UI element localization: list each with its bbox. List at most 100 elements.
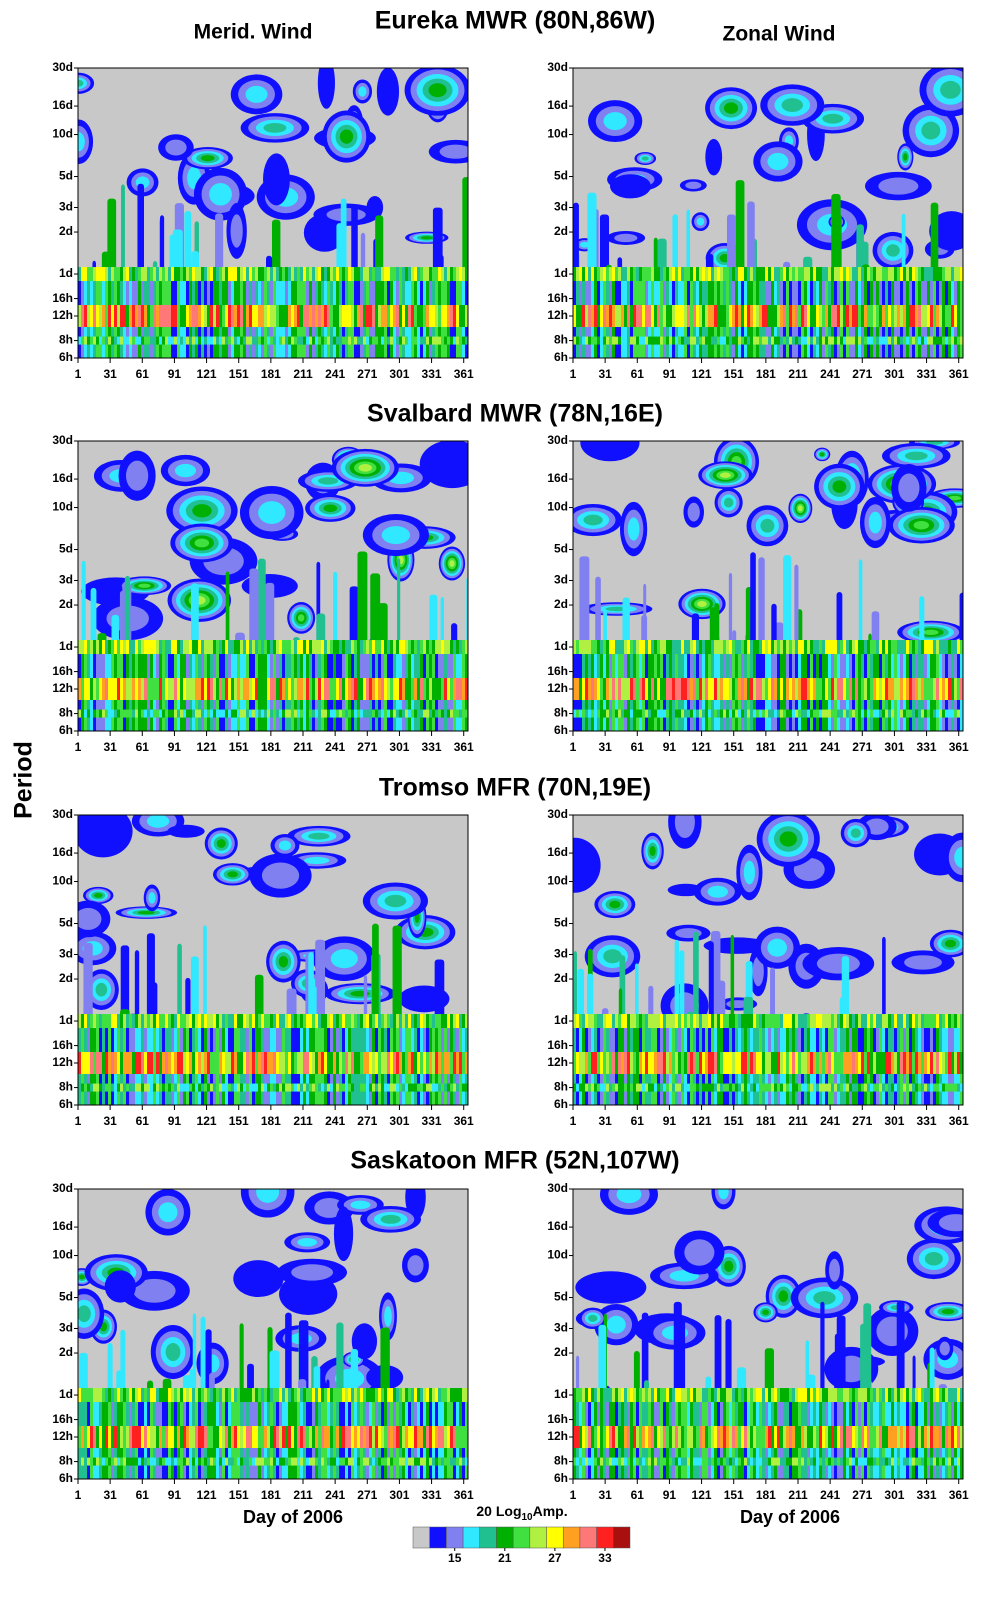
contour-fill [114, 1052, 117, 1074]
contour-fill [858, 337, 861, 345]
contour-fill [921, 1084, 924, 1092]
contour-fill [900, 640, 903, 654]
contour-fill [870, 678, 873, 700]
contour-fill [927, 267, 930, 281]
contour-fill [198, 1458, 201, 1466]
contour-fill [924, 305, 927, 327]
contour-fill [159, 337, 162, 345]
contour-fill [135, 640, 138, 654]
contour-fill [954, 678, 957, 700]
contour-fill [300, 1052, 303, 1074]
contour-fill [201, 305, 204, 327]
contour-fill [162, 337, 165, 345]
contour-fill [669, 267, 672, 281]
contour-fill [954, 640, 957, 654]
x-tick-label: 31 [103, 1488, 117, 1502]
contour-fill [726, 1014, 729, 1028]
contour-fill [726, 640, 729, 654]
contour-fill [138, 678, 141, 700]
contour-fill [219, 305, 222, 327]
contour-fill [135, 1014, 138, 1028]
contour-fill [444, 678, 447, 700]
contour-fill [627, 1014, 630, 1028]
contour-fill [198, 640, 201, 654]
contour-fill [942, 678, 945, 700]
contour-fill [390, 1458, 393, 1466]
contour-fill [420, 440, 485, 488]
contour-fill [834, 305, 837, 327]
contour-fill [684, 1084, 687, 1092]
contour-fill [132, 1388, 135, 1402]
contour-fill [940, 81, 961, 99]
contour-fill [594, 640, 597, 654]
contour-fill [870, 640, 873, 654]
contour-fill [411, 1388, 414, 1402]
contour-fill [246, 267, 249, 281]
contour-fill [351, 1014, 354, 1028]
contour-fill [234, 1084, 237, 1092]
contour-fill [630, 337, 633, 345]
contour-fill [279, 1388, 282, 1402]
x-tick-label: 211 [788, 367, 808, 381]
contour-fill [459, 710, 462, 718]
y-tick-label: 10d [547, 127, 568, 141]
contour-fill [201, 1014, 204, 1028]
contour-fill [402, 1084, 405, 1092]
contour-fill [834, 1052, 837, 1074]
y-tick-label: 8h [59, 333, 73, 347]
contour-fill [228, 710, 231, 718]
contour-fill [393, 1052, 396, 1074]
contour-fill [390, 1014, 393, 1028]
contour-fill [198, 267, 201, 281]
contour-fill [372, 1084, 375, 1092]
contour-fill [417, 1388, 420, 1402]
contour-fill [156, 1014, 159, 1028]
contour-fill [675, 337, 678, 345]
contour-fill [714, 1052, 717, 1074]
contour-fill [288, 1014, 291, 1028]
contour-fill [264, 678, 267, 700]
contour-fill [828, 640, 831, 654]
contour-fill [294, 1084, 297, 1092]
contour-fill [141, 678, 144, 700]
contour-fill [390, 710, 393, 718]
contour-fill [915, 337, 918, 345]
contour-fill [699, 1084, 702, 1092]
contour-fill [270, 1458, 273, 1466]
contour-fill [939, 1084, 942, 1092]
contour-fill [828, 1014, 831, 1028]
contour-fill [153, 337, 156, 345]
contour-fill [750, 678, 753, 700]
contour-fill [915, 640, 918, 654]
contour-fill [105, 1052, 108, 1074]
contour-fill [432, 710, 435, 718]
contour-fill [642, 267, 645, 281]
contour-fill [96, 1426, 99, 1448]
contour-fill [138, 337, 141, 345]
contour-fill [615, 640, 618, 654]
contour-fill [204, 640, 207, 654]
contour-fill [156, 1388, 159, 1402]
contour-fill [633, 1084, 636, 1092]
contour-fill [579, 267, 582, 281]
contour-fill [105, 1270, 136, 1302]
contour-fill [441, 1388, 444, 1402]
contour-fill [783, 305, 786, 327]
contour-fill [285, 1458, 288, 1466]
contour-fill [429, 710, 432, 718]
contour-fill [915, 710, 918, 718]
contour-fill [837, 678, 840, 700]
contour-fill [261, 678, 264, 700]
contour-fill [897, 337, 900, 345]
contour-fill [807, 267, 810, 281]
contour-fill [876, 337, 879, 345]
contour-fill [441, 337, 444, 345]
contour-fill [654, 1052, 657, 1074]
contour-fill [150, 710, 153, 718]
y-tick-label: 16d [52, 1219, 73, 1233]
contour-fill [426, 1388, 429, 1402]
contour-fill [138, 305, 141, 327]
contour-fill [93, 1052, 96, 1074]
contour-fill [576, 1014, 579, 1028]
contour-fill [369, 1458, 372, 1466]
